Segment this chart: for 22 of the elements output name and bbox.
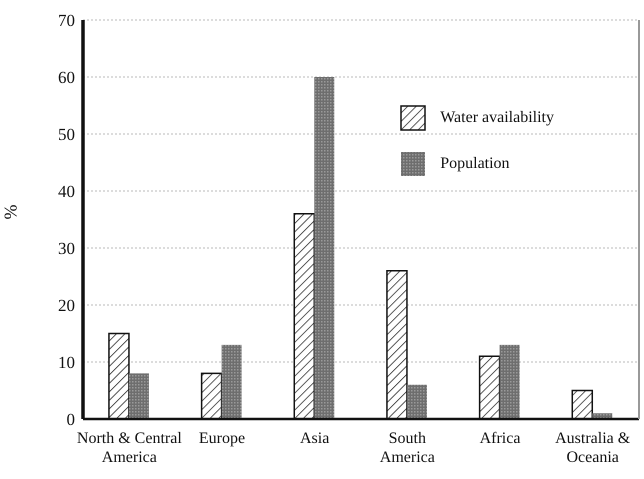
legend-label: Population — [440, 155, 510, 173]
y-tick-label: 50 — [58, 125, 75, 144]
x-tick-label: North & Central America — [76, 430, 182, 466]
bar — [406, 384, 427, 419]
y-axis-title: % — [0, 204, 20, 220]
y-tick-label: 0 — [66, 410, 75, 430]
y-tick-label: 60 — [58, 68, 75, 88]
x-tick-label: Asia — [300, 430, 330, 447]
legend-label: Water availability — [440, 109, 554, 127]
x-tick-label: Australia & Oceania — [555, 430, 631, 466]
bar — [500, 344, 520, 419]
y-tick-label: 40 — [58, 182, 75, 202]
bar — [222, 344, 242, 419]
y-tick-label: 30 — [58, 239, 75, 258]
y-tick-label: 20 — [58, 296, 75, 316]
bar — [128, 373, 149, 419]
x-tick-label: Africa — [480, 430, 520, 447]
bar — [314, 77, 334, 419]
y-tick-label: 70 — [58, 11, 75, 30]
x-tick-label: Europe — [198, 430, 246, 447]
y-tick-label: 10 — [58, 353, 75, 372]
x-tick-label: South America — [380, 430, 435, 466]
